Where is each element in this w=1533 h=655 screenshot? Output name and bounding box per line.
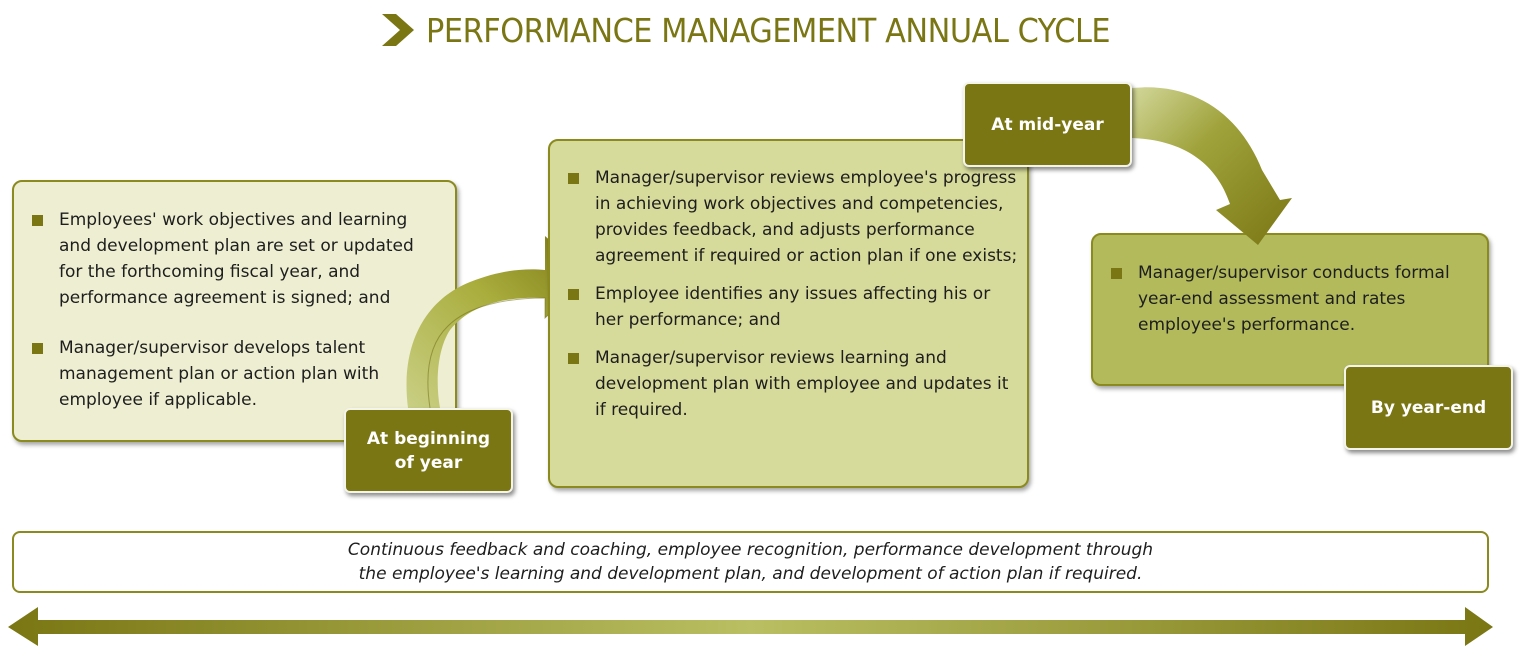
chevron-right-icon (382, 14, 414, 46)
square-bullet-icon (32, 215, 43, 226)
list-item: Employees' work objectives and learning … (32, 207, 437, 311)
note-line-1: Continuous feedback and coaching, employ… (347, 540, 1154, 560)
stage-label-beginning: At beginning of year (344, 408, 513, 493)
bullet-list: Manager/supervisor reviews employee's pr… (568, 165, 1018, 435)
square-bullet-icon (568, 173, 579, 184)
square-bullet-icon (568, 289, 579, 300)
list-item: Manager/supervisor reviews learning and … (568, 345, 1018, 423)
note-line-2: the employee's learning and development … (358, 564, 1143, 584)
list-item: Manager/supervisor conducts formal year-… (1111, 260, 1481, 338)
diagram-title: PERFORMANCE MANAGEMENT ANNUAL CYCLE (380, 8, 1170, 52)
arrow-mid-to-end (1132, 87, 1292, 246)
list-item: Employee identifies any issues affecting… (568, 281, 1018, 333)
bullet-list: Employees' work objectives and learning … (32, 207, 437, 437)
list-item: Manager/supervisor reviews employee's pr… (568, 165, 1018, 269)
stage-box-yearend: Manager/supervisor conducts formal year-… (1091, 233, 1489, 386)
bullet-list: Manager/supervisor conducts formal year-… (1111, 260, 1481, 362)
arrow-begin-to-mid (406, 236, 591, 409)
continuous-activities-note: Continuous feedback and coaching, employ… (12, 531, 1489, 593)
title-text: PERFORMANCE MANAGEMENT ANNUAL CYCLE (426, 10, 1111, 50)
stage-label-midyear: At mid-year (963, 82, 1132, 167)
stage-box-beginning: Employees' work objectives and learning … (12, 180, 457, 442)
list-item: Manager/supervisor develops talent manag… (32, 335, 437, 413)
square-bullet-icon (1111, 268, 1122, 279)
stage-box-midyear: Manager/supervisor reviews employee's pr… (548, 139, 1029, 488)
square-bullet-icon (568, 353, 579, 364)
stage-label-yearend: By year-end (1344, 365, 1513, 450)
square-bullet-icon (32, 343, 43, 354)
